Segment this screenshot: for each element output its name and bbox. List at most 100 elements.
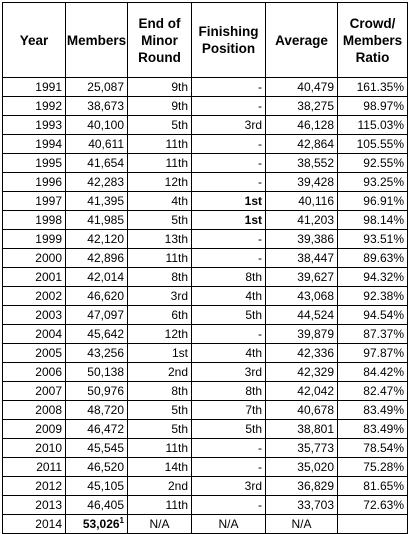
cell-minor-round: 9th [127,77,192,97]
cell-minor-round: 11th [127,153,192,173]
cell-finishing-position: - [191,96,266,116]
cell-members: 41,985 [65,210,128,230]
cell-minor-round: 8th [127,381,192,401]
cell-minor-round: 9th [127,96,192,116]
cell-ratio: 93.51% [337,229,408,249]
header-finishing-position: Finishing Position [191,2,266,78]
cell-year: 1991 [2,77,66,97]
cell-minor-round: 5th [127,115,192,135]
cell-members: 43,256 [65,343,128,363]
cell-year: 1998 [2,210,66,230]
cell-minor-round: 2nd [127,362,192,382]
cell-ratio: 83.49% [337,419,408,439]
cell-average: 42,042 [265,381,338,401]
cell-average: 39,428 [265,172,338,192]
cell-minor-round: 11th [127,495,192,515]
cell-finishing-position: - [191,172,266,192]
cell-average: 39,879 [265,324,338,344]
cell-members: 50,976 [65,381,128,401]
cell-finishing-position: - [191,153,266,173]
cell-minor-round: 13th [127,229,192,249]
cell-ratio: 115.03% [337,115,408,135]
cell-year: 2007 [2,381,66,401]
cell-minor-round: 5th [127,210,192,230]
cell-minor-round: 1st [127,343,192,363]
cell-members: 40,611 [65,134,128,154]
header-minor-round: End of Minor Round [127,2,192,78]
cell-ratio: 87.37% [337,324,408,344]
cell-year: 1993 [2,115,66,135]
cell-minor-round: 6th [127,305,192,325]
cell-year: 2006 [2,362,66,382]
footnote-marker: 1 [119,516,124,525]
table-row: 1994 40,611 11th -42,864 105.55% [2,134,408,154]
cell-average: 38,552 [265,153,338,173]
cell-finishing-position: 5th [191,419,266,439]
cell-year: 2011 [2,457,66,477]
table-row: 2011 46,520 14th -35,020 75.28% [2,457,408,477]
cell-finishing-position: - [191,248,266,268]
cell-ratio: 94.54% [337,305,408,325]
membership-table: Year Members End of Minor Round Finishin… [2,2,408,534]
cell-average: N/A [265,514,338,534]
cell-average: 39,627 [265,267,338,287]
table-row: 1999 42,120 13th -39,386 93.51% [2,229,408,249]
cell-average: 41,203 [265,210,338,230]
cell-finishing-position: 3rd [191,362,266,382]
header-members: Members [65,2,128,78]
cell-year: 1994 [2,134,66,154]
cell-average: 33,703 [265,495,338,515]
cell-average: 42,336 [265,343,338,363]
table-row: 2000 42,896 11th -38,447 89.63% [2,248,408,268]
cell-members: 47,097 [65,305,128,325]
cell-members: 25,087 [65,77,128,97]
cell-year: 2014 [2,514,66,534]
cell-minor-round: 14th [127,457,192,477]
cell-minor-round: 4th [127,191,192,211]
cell-members: 46,472 [65,419,128,439]
cell-year: 2001 [2,267,66,287]
cell-members: 46,620 [65,286,128,306]
cell-members: 42,283 [65,172,128,192]
cell-ratio: 96.91% [337,191,408,211]
cell-finishing-position: - [191,134,266,154]
cell-minor-round: 12th [127,172,192,192]
cell-ratio: 92.38% [337,286,408,306]
table-row: 1996 42,283 12th -39,428 93.25% [2,172,408,192]
cell-minor-round: 11th [127,248,192,268]
cell-minor-round: 8th [127,267,192,287]
table-row: 1992 38,673 9th -38,275 98.97% [2,96,408,116]
cell-ratio: 72.63% [337,495,408,515]
cell-finishing-position: - [191,77,266,97]
cell-members: 40,100 [65,115,128,135]
cell-year: 1995 [2,153,66,173]
cell-ratio: 89.63% [337,248,408,268]
cell-ratio: 82.47% [337,381,408,401]
cell-average: 40,116 [265,191,338,211]
cell-finishing-position: 1st [191,191,266,211]
cell-average: 35,020 [265,457,338,477]
cell-year: 2004 [2,324,66,344]
table-row: 2014 53,0261 N/A N/A N/A [2,514,408,534]
cell-members: 48,720 [65,400,128,420]
cell-finishing-position: - [191,495,266,515]
cell-finishing-position: 5th [191,305,266,325]
cell-average: 42,864 [265,134,338,154]
table-row: 2009 46,472 5th 5th 38,801 83.49% [2,419,408,439]
cell-minor-round: 5th [127,419,192,439]
table-row: 1993 40,100 5th 3rd 46,128 115.03% [2,115,408,135]
table-row: 2007 50,976 8th 8th 42,042 82.47% [2,381,408,401]
cell-finishing-position: - [191,457,266,477]
cell-year: 2009 [2,419,66,439]
cell-members: 42,014 [65,267,128,287]
cell-average: 44,524 [265,305,338,325]
cell-average: 38,801 [265,419,338,439]
cell-year: 2008 [2,400,66,420]
cell-average: 43,068 [265,286,338,306]
table-row: 2005 43,256 1st 4th 42,336 97.87% [2,343,408,363]
cell-average: 35,773 [265,438,338,458]
cell-minor-round: 3rd [127,286,192,306]
cell-year: 1996 [2,172,66,192]
cell-year: 1992 [2,96,66,116]
cell-average: 40,678 [265,400,338,420]
